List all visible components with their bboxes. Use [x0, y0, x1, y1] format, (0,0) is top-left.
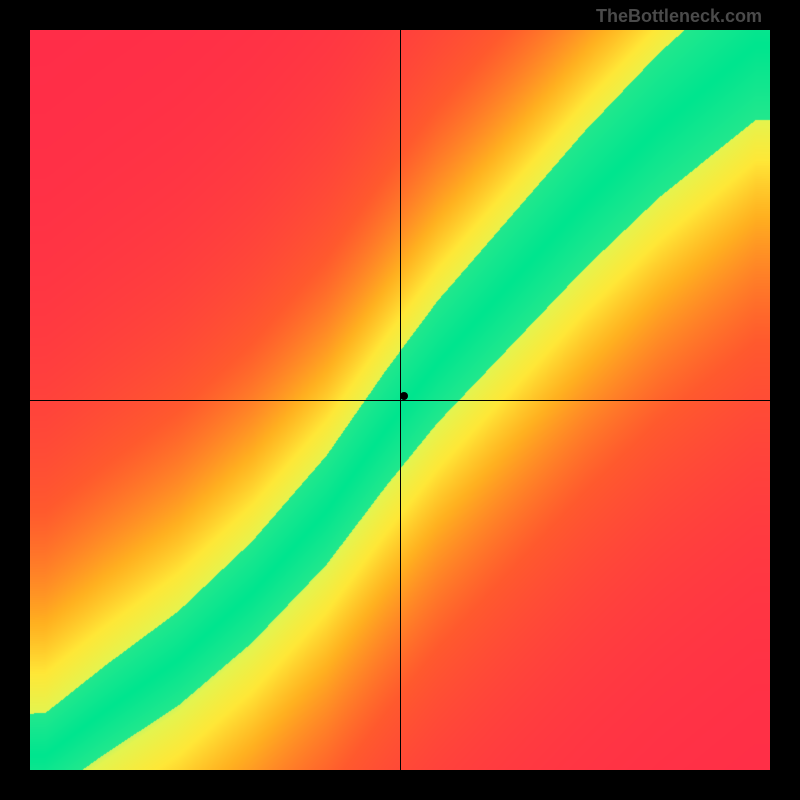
bottleneck-heatmap [30, 30, 770, 770]
watermark-text: TheBottleneck.com [596, 6, 762, 27]
canvas-container [30, 30, 770, 770]
crosshair-horizontal [30, 400, 770, 401]
selection-point[interactable] [400, 392, 408, 400]
